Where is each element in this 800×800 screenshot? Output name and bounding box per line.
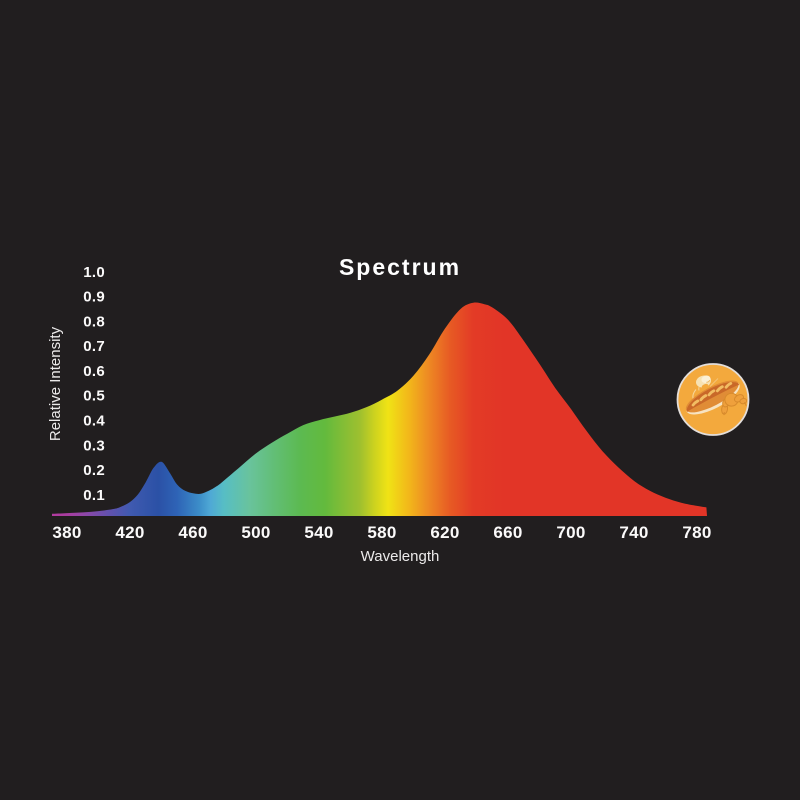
svg-text:0.3: 0.3 <box>83 437 105 454</box>
svg-text:0.6: 0.6 <box>83 363 105 380</box>
svg-text:420: 420 <box>115 523 144 542</box>
svg-text:Relative Intensity: Relative Intensity <box>47 326 64 441</box>
svg-text:0.9: 0.9 <box>83 289 105 306</box>
svg-text:0.4: 0.4 <box>83 413 105 430</box>
svg-text:500: 500 <box>241 523 270 542</box>
svg-text:460: 460 <box>178 523 207 542</box>
svg-text:580: 580 <box>367 523 396 542</box>
svg-text:Wavelength: Wavelength <box>361 548 440 565</box>
svg-text:660: 660 <box>493 523 522 542</box>
svg-text:780: 780 <box>682 523 711 542</box>
svg-text:0.1: 0.1 <box>83 487 105 504</box>
svg-text:1.0: 1.0 <box>83 264 105 281</box>
svg-text:0.7: 0.7 <box>83 338 105 355</box>
svg-text:0.2: 0.2 <box>83 462 105 479</box>
svg-text:0.5: 0.5 <box>83 388 105 405</box>
svg-text:740: 740 <box>619 523 648 542</box>
svg-text:0.8: 0.8 <box>83 313 105 330</box>
svg-text:620: 620 <box>430 523 459 542</box>
svg-text:700: 700 <box>556 523 585 542</box>
svg-text:Spectrum: Spectrum <box>339 254 461 280</box>
svg-text:380: 380 <box>52 523 81 542</box>
svg-text:540: 540 <box>304 523 333 542</box>
